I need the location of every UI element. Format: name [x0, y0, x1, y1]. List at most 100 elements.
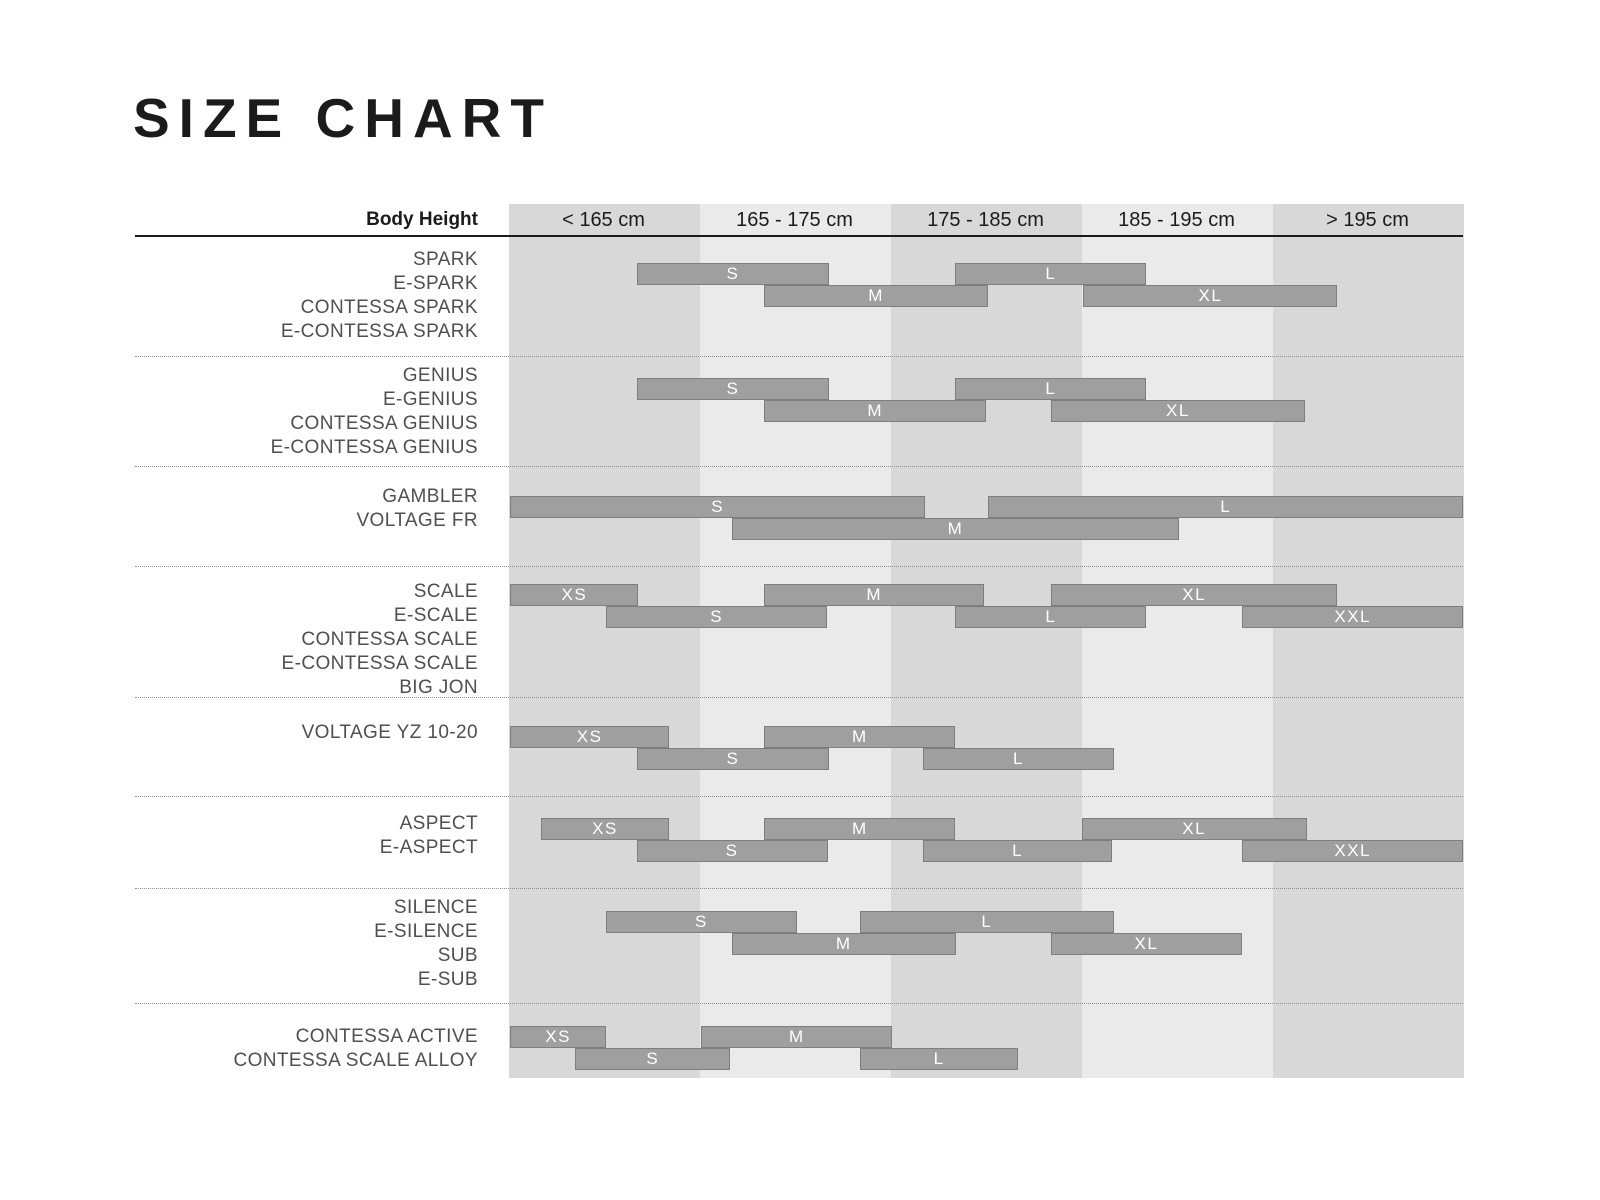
size-bar-xl: XL	[1083, 285, 1338, 307]
model-group: GENIUS E-GENIUS CONTESSA GENIUS E-CONTESSA …	[0, 356, 1600, 466]
size-bar-label: L	[1220, 497, 1232, 516]
column-header-under-165: < 165 cm	[562, 209, 645, 231]
size-bar-s: S	[605, 911, 797, 933]
size-bar-label: S	[694, 912, 708, 931]
size-bar-label: M	[852, 727, 868, 746]
size-bar-label: S	[726, 379, 740, 398]
size-bar-s: S	[636, 748, 830, 770]
size-bar-s: S	[636, 378, 830, 400]
model-label: E-GENIUS	[382, 389, 478, 410]
size-bar-label: M	[947, 519, 964, 538]
model-group: VOLTAGE YZ 10-20 XS M S L	[0, 697, 1600, 796]
model-group: GAMBLER VOLTAGE FR S L M	[0, 466, 1600, 566]
model-label: CONTESSA ACTIVE	[295, 1026, 478, 1047]
size-bar-l: L	[859, 911, 1114, 933]
model-label: SILENCE	[393, 897, 478, 918]
size-bar-label: XXL	[1334, 607, 1371, 626]
group-divider	[135, 888, 1463, 889]
model-label-list: SPARK E-SPARK CONTESSA SPARK E-CONTESSA SPA…	[0, 248, 478, 344]
size-bar-label: XL	[1182, 819, 1207, 838]
model-label: E-SCALE	[393, 605, 478, 626]
model-label: SCALE	[413, 581, 478, 602]
size-bar-label: S	[725, 841, 739, 860]
size-bar-xl: XL	[1050, 584, 1338, 606]
size-bar-l: L	[859, 1048, 1019, 1070]
size-bar-l: L	[955, 378, 1147, 400]
model-label: E-CONTESSA GENIUS	[270, 437, 478, 458]
size-bar-m: M	[764, 584, 985, 606]
size-bar-label: L	[1045, 379, 1057, 398]
size-bar-label: XL	[1165, 401, 1190, 420]
size-bar-xs: XS	[541, 818, 669, 840]
model-label: E-SILENCE	[374, 921, 478, 942]
size-bar-xl: XL	[1050, 400, 1305, 422]
size-bar-m: M	[764, 818, 956, 840]
size-bar-label: XL	[1182, 585, 1207, 604]
model-label-list: VOLTAGE YZ 10-20	[0, 721, 478, 745]
size-bar-label: XL	[1134, 934, 1159, 953]
model-group: SCALE E-SCALE CONTESSA SCALE E-CONTESSA SCA…	[0, 566, 1600, 700]
size-bar-s: S	[510, 496, 925, 518]
size-bar-label: XXL	[1334, 841, 1371, 860]
model-label: E-CONTESSA SPARK	[280, 321, 478, 342]
size-bar-m: M	[732, 933, 956, 955]
size-bar-label: M	[868, 286, 884, 305]
size-bar-l: L	[955, 606, 1147, 628]
size-bar-m: M	[764, 400, 986, 422]
size-bar-s: S	[605, 606, 828, 628]
size-bar-xs: XS	[510, 1026, 606, 1048]
model-label-list: SCALE E-SCALE CONTESSA SCALE E-CONTESSA SCA…	[0, 580, 478, 700]
model-label: VOLTAGE YZ 10-20	[301, 722, 478, 743]
size-bar-s: S	[575, 1048, 731, 1070]
size-bar-xl: XL	[1050, 933, 1242, 955]
group-divider	[135, 796, 1463, 797]
model-label-list: GAMBLER VOLTAGE FR	[0, 485, 478, 533]
group-divider	[135, 1003, 1463, 1004]
size-bar-l: L	[987, 496, 1464, 518]
model-group: CONTESSA ACTIVE CONTESSA SCALE ALLOY XS M S L	[0, 1003, 1600, 1078]
model-label-list: ASPECT E-ASPECT	[0, 812, 478, 860]
model-label: CONTESSA SPARK	[300, 297, 478, 318]
model-label-list: CONTESSA ACTIVE CONTESSA SCALE ALLOY	[0, 1025, 478, 1073]
size-bar-m: M	[732, 518, 1179, 540]
model-label: SUB	[437, 945, 478, 966]
model-label: GENIUS	[402, 365, 478, 386]
size-bar-xl: XL	[1081, 818, 1307, 840]
model-label-list: GENIUS E-GENIUS CONTESSA GENIUS E-CONTESSA …	[0, 364, 478, 460]
model-group: SILENCE E-SILENCE SUB E-SUB S L M XL	[0, 888, 1600, 1003]
model-label: CONTESSA SCALE ALLOY	[233, 1050, 478, 1071]
column-header-175-185: 175 - 185 cm	[927, 209, 1044, 231]
size-bar-xs: XS	[510, 584, 639, 606]
group-divider	[135, 697, 1463, 698]
size-bar-label: M	[835, 934, 852, 953]
column-header-over-195: > 195 cm	[1326, 209, 1409, 231]
model-label: SPARK	[412, 249, 478, 270]
size-bar-label: XS	[561, 585, 588, 604]
size-bar-label: S	[646, 1049, 660, 1068]
size-bar-label: S	[726, 264, 740, 283]
page-title: SIZE CHART	[133, 87, 553, 149]
model-label: E-CONTESSA SCALE	[281, 653, 478, 674]
size-bar-label: L	[981, 912, 993, 931]
size-bar-label: S	[711, 497, 725, 516]
model-label: BIG JON	[399, 677, 478, 698]
size-bar-s: S	[636, 263, 830, 285]
size-bar-xxl: XXL	[1241, 606, 1464, 628]
model-label: CONTESSA GENIUS	[290, 413, 478, 434]
model-label: CONTESSA SCALE	[301, 629, 478, 650]
model-label: VOLTAGE FR	[356, 510, 478, 531]
size-bar-m: M	[764, 726, 956, 748]
size-bar-l: L	[923, 840, 1113, 862]
model-label-list: SILENCE E-SILENCE SUB E-SUB	[0, 896, 478, 992]
model-label: E-SUB	[417, 969, 478, 990]
size-bar-l: L	[955, 263, 1147, 285]
size-bar-xxl: XXL	[1241, 840, 1464, 862]
model-label: E-ASPECT	[379, 837, 478, 858]
size-bar-label: L	[1045, 607, 1057, 626]
header-rule	[135, 235, 1463, 237]
column-header-185-195: 185 - 195 cm	[1118, 209, 1235, 231]
size-bar-xs: XS	[510, 726, 669, 748]
size-bar-s: S	[636, 840, 828, 862]
model-group: SPARK E-SPARK CONTESSA SPARK E-CONTESSA SPA…	[0, 235, 1600, 356]
